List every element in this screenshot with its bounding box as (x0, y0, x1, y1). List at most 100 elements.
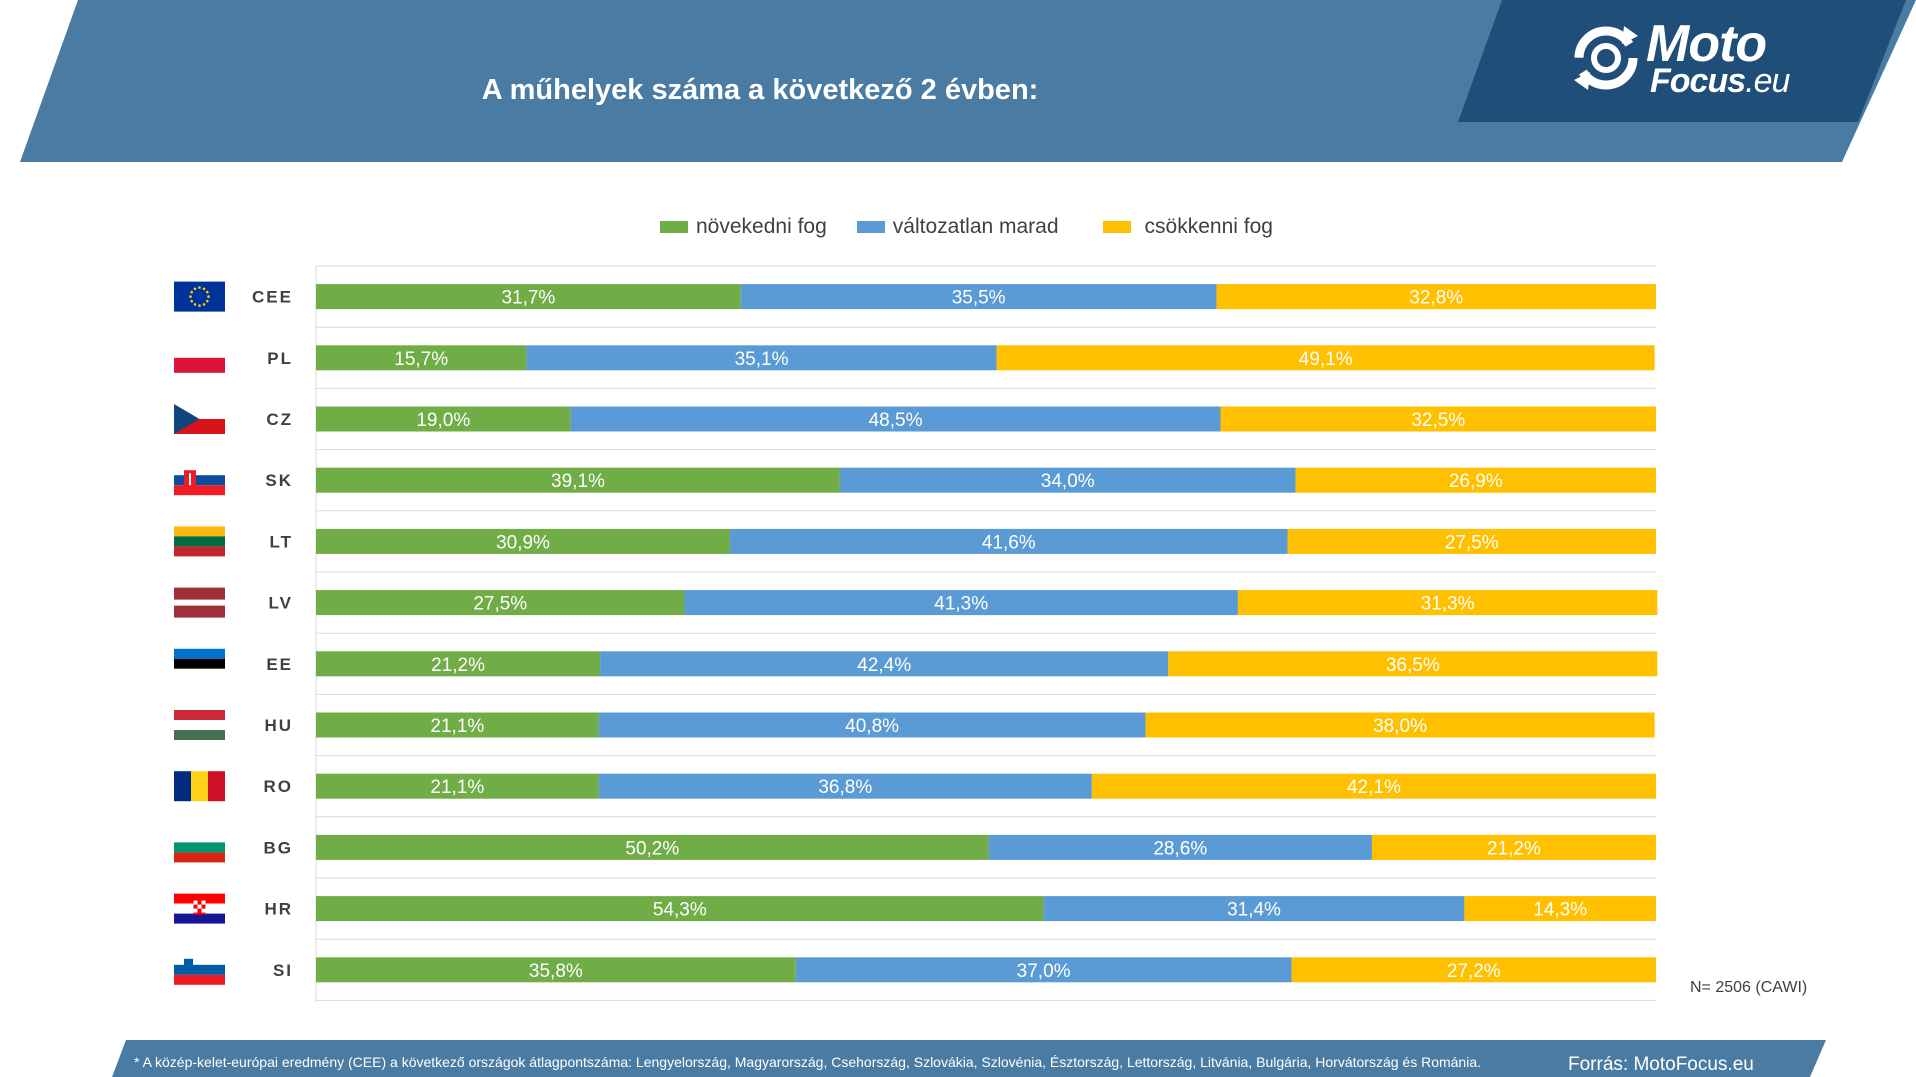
bar-segment (839, 467, 1296, 493)
bar-segment (316, 651, 601, 677)
sample-size-note: N= 2506 (CAWI) (1690, 979, 1808, 996)
data-label: 21,1% (430, 777, 484, 798)
data-label: 42,1% (1347, 777, 1401, 798)
bar-segment (988, 834, 1372, 860)
legend-swatch-blue (856, 221, 885, 233)
country-code-label: CZ (266, 410, 293, 429)
bar-segment (316, 590, 685, 616)
page-title: A műhelyek száma a következő 2 évben: (481, 74, 1039, 106)
bar-segment (1091, 773, 1656, 799)
header-banner (20, 0, 1916, 162)
data-label: 30,9% (496, 532, 550, 553)
hungary-flag-icon (174, 710, 225, 740)
data-label: 35,8% (529, 961, 583, 982)
romania-flag-icon (174, 771, 225, 802)
data-label: 38,0% (1373, 716, 1427, 737)
data-label: 31,3% (1421, 594, 1475, 615)
data-label: 21,2% (431, 655, 485, 676)
data-label: 31,4% (1227, 900, 1281, 921)
data-label: 26,9% (1449, 471, 1503, 492)
data-label: 27,5% (1445, 532, 1499, 553)
data-label: 32,8% (1409, 288, 1463, 309)
bar-segment (1464, 896, 1656, 922)
bar-segment (1237, 590, 1658, 616)
data-label: 49,1% (1299, 349, 1353, 370)
bar-segment (795, 957, 1292, 983)
bar-segment (316, 957, 796, 983)
logo-banner (1458, 0, 1906, 122)
data-label: 41,6% (982, 532, 1036, 553)
bar-segment (1220, 406, 1656, 432)
bar-segment (316, 712, 599, 738)
legend-label: növekedni fog (696, 215, 827, 238)
bar-segment (316, 284, 741, 310)
data-label: 48,5% (869, 410, 923, 431)
data-label: 31,7% (501, 288, 555, 309)
bar-segment (1145, 712, 1655, 738)
logo-eu-suffix: .eu (1745, 62, 1790, 100)
data-label: 19,0% (416, 410, 470, 431)
bar-segment (1043, 896, 1465, 922)
slovakia-flag-icon (174, 465, 225, 496)
data-label: 36,8% (818, 777, 872, 798)
footer-note: * A közép-kelet-európai eredmény (CEE) a… (134, 1054, 1482, 1070)
bar-segment (1168, 651, 1658, 677)
bar-segment (1291, 957, 1656, 983)
bar-segment (316, 773, 599, 799)
refresh-gear-icon (1574, 26, 1638, 90)
country-code-label: HU (264, 716, 293, 735)
bar-segment (570, 406, 1221, 432)
data-label: 37,0% (1017, 961, 1071, 982)
data-label: 35,1% (735, 349, 789, 370)
country-code-label: SI (273, 961, 293, 980)
bar-segment (996, 345, 1655, 371)
data-label: 27,2% (1447, 961, 1501, 982)
bar-segment (526, 345, 997, 371)
bar-segment (316, 834, 989, 860)
data-label: 39,1% (551, 471, 605, 492)
legend-item-decrease: csökkenni fog (1102, 215, 1273, 239)
bar-segment (316, 467, 840, 493)
legend-item-growth: növekedni fog (660, 215, 827, 239)
bar-segment (1287, 528, 1656, 554)
country-code-label: EE (266, 655, 293, 674)
data-label: 34,0% (1041, 471, 1095, 492)
logo-focus-word: Focus (1650, 62, 1746, 100)
bar-segment (1216, 284, 1656, 310)
eu-flag-icon (174, 281, 225, 312)
bar-segment (684, 590, 1238, 616)
data-label: 40,8% (845, 716, 899, 737)
logo-text-moto: Moto (1646, 15, 1767, 73)
legend-swatch-yellow (1102, 221, 1131, 233)
footer-banner (112, 1040, 1826, 1077)
bar-segment (740, 284, 1217, 310)
bar-segment (316, 896, 1044, 922)
data-label: 32,5% (1411, 410, 1465, 431)
country-code-label: RO (264, 777, 294, 796)
bar-segment (1295, 467, 1656, 493)
data-label: 36,5% (1386, 655, 1440, 676)
data-label: 50,2% (625, 838, 679, 859)
bar-segment (730, 528, 1288, 554)
data-label: 42,4% (857, 655, 911, 676)
czech-flag-icon (174, 404, 225, 434)
data-label: 21,2% (1487, 838, 1541, 859)
data-label: 27,5% (473, 594, 527, 615)
bar-segment (600, 651, 1169, 677)
legend-item-unchanged: változatlan marad (856, 215, 1059, 239)
data-label: 54,3% (653, 900, 707, 921)
croatia-flag-icon (174, 893, 225, 924)
slovenia-flag-icon (174, 954, 225, 985)
bar-segment (598, 712, 1146, 738)
bar-segment (316, 406, 571, 432)
latvia-flag-icon (174, 587, 225, 618)
country-code-label: CEE (252, 288, 293, 307)
poland-flag-icon (174, 342, 225, 373)
legend-swatch-green (660, 221, 688, 233)
country-code-label: SK (265, 471, 293, 490)
bulgaria-flag-icon (174, 832, 225, 863)
bar-segment (598, 773, 1092, 799)
data-label: 15,7% (394, 349, 448, 370)
data-label: 35,5% (952, 288, 1006, 309)
